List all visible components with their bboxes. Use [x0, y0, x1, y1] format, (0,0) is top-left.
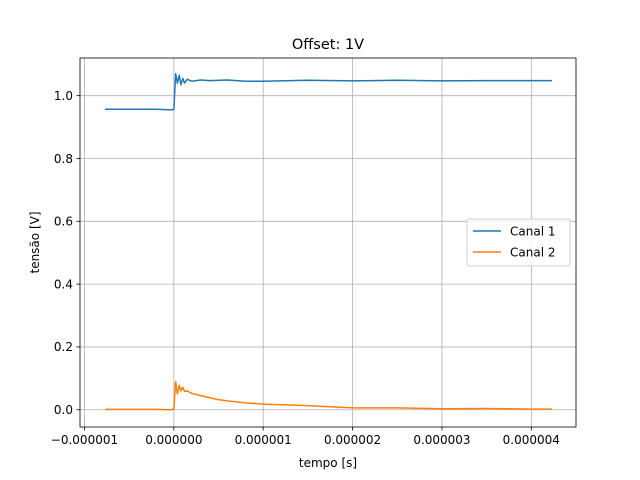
plot-frame — [79, 57, 577, 428]
y-tick-label: 0.0 — [54, 403, 73, 417]
series-line-canal-1 — [105, 72, 552, 111]
y-tick-label: 0.8 — [54, 152, 73, 166]
legend-label-canal-2: Canal 2 — [510, 245, 555, 259]
y-tick-label: 1.0 — [54, 89, 73, 103]
series-line-canal-2 — [105, 380, 552, 411]
legend-label-canal-1: Canal 1 — [510, 224, 555, 238]
y-tick-label: 0.2 — [54, 340, 73, 354]
x-tick-label: 0.000004 — [503, 433, 560, 447]
x-tick-label: 0.000000 — [145, 433, 202, 447]
x-tick-label: 0.000002 — [324, 433, 381, 447]
series-layer — [105, 72, 552, 411]
x-axis-label: tempo [s] — [299, 456, 357, 470]
x-tick-label: −0.000001 — [51, 433, 118, 447]
tick-layer: −0.000001 0.000000 0.000001 0.000002 0.00000… — [51, 89, 560, 447]
y-tick-label: 0.6 — [54, 215, 73, 229]
y-tick-label: 0.4 — [54, 277, 73, 291]
x-tick-label: 0.000001 — [235, 433, 292, 447]
chart-title: Offset: 1V — [292, 37, 364, 53]
x-tick-label: 0.000003 — [413, 433, 470, 447]
legend: Canal 1 Canal 2 — [466, 218, 571, 267]
y-axis-label: tensão [V] — [28, 211, 42, 273]
